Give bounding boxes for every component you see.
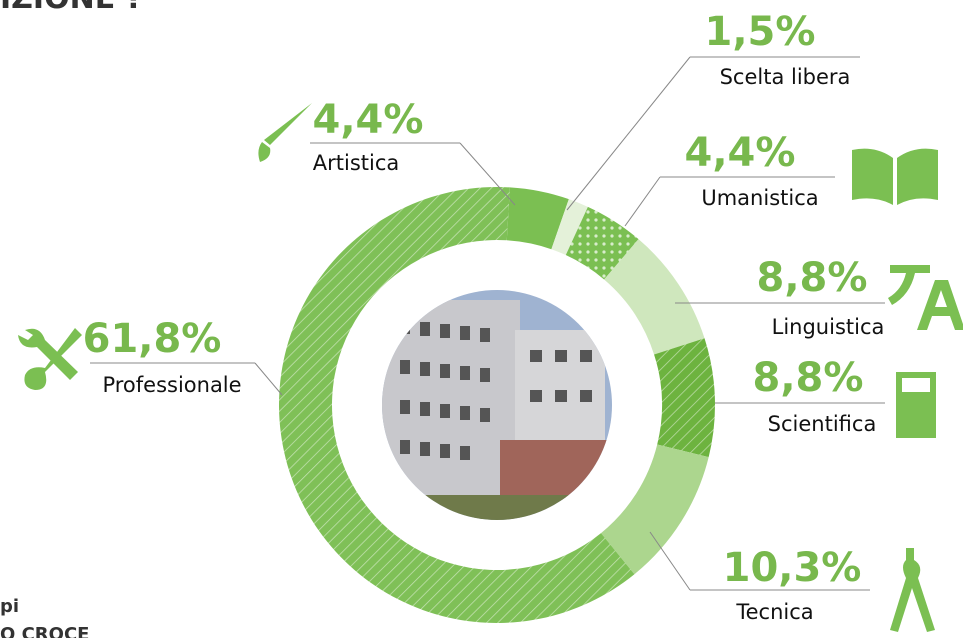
value-label: 8,8%: [757, 255, 868, 301]
brush-icon: [258, 103, 312, 162]
donut-segment: [604, 239, 705, 355]
photo: [382, 290, 612, 520]
cut-note: O CROCE: [0, 624, 89, 638]
donut-segment: [565, 206, 639, 280]
value-label: 4,4%: [313, 97, 424, 143]
book-icon: [852, 148, 938, 205]
category-label: Professionale: [102, 373, 241, 397]
translate-icon: [888, 265, 963, 330]
leader-line: [254, 362, 283, 396]
cut-heading: IZIONE ?: [0, 0, 143, 16]
category-label: Tecnica: [735, 600, 813, 624]
value-label: 10,3%: [723, 545, 862, 591]
calculator-screen: [902, 378, 930, 392]
value-label: 4,4%: [685, 130, 796, 176]
donut-segment: [506, 187, 569, 250]
donut-segment: [278, 186, 635, 624]
category-label: Scientifica: [768, 412, 877, 436]
leader-line: [649, 531, 691, 591]
category-label: Scelta libera: [720, 65, 851, 89]
donut-segment: [551, 199, 588, 256]
tools-icon: [18, 328, 82, 390]
donut-segment: [601, 444, 709, 575]
cut-note: pi: [0, 596, 19, 617]
value-label: 8,8%: [753, 355, 864, 401]
value-label: 1,5%: [705, 9, 816, 55]
compass-icon: [890, 548, 935, 632]
category-label: Linguistica: [772, 315, 885, 339]
leader-line: [624, 176, 661, 227]
icons: [18, 103, 963, 632]
category-label: Artistica: [313, 151, 400, 175]
value-label: 61,8%: [83, 316, 222, 362]
category-label: Umanistica: [701, 186, 818, 210]
donut-segment: [654, 338, 715, 458]
leader-line: [566, 56, 691, 211]
leader-line: [459, 142, 516, 206]
